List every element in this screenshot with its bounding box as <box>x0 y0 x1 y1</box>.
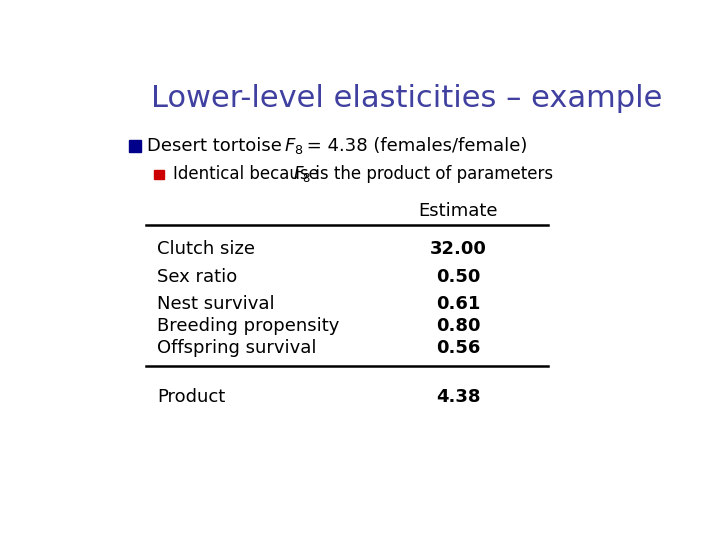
Text: Identical because: Identical because <box>173 165 324 183</box>
Text: Desert tortoise: Desert tortoise <box>147 137 287 155</box>
Text: $F_8$: $F_8$ <box>292 164 310 184</box>
Text: 32.00: 32.00 <box>430 240 487 258</box>
Text: Clutch size: Clutch size <box>157 240 255 258</box>
Text: Estimate: Estimate <box>418 202 498 220</box>
Bar <box>129 140 141 152</box>
Text: 0.80: 0.80 <box>436 317 480 335</box>
Text: Breeding propensity: Breeding propensity <box>157 317 339 335</box>
Text: Product: Product <box>157 388 225 407</box>
Text: Nest survival: Nest survival <box>157 295 274 313</box>
Text: 0.61: 0.61 <box>436 295 480 313</box>
Text: 4.38: 4.38 <box>436 388 480 407</box>
Text: 0.56: 0.56 <box>436 339 480 357</box>
Text: = 4.38 (females/female): = 4.38 (females/female) <box>301 137 527 155</box>
Text: Sex ratio: Sex ratio <box>157 268 237 286</box>
Text: is the product of parameters: is the product of parameters <box>310 165 553 183</box>
Text: Offspring survival: Offspring survival <box>157 339 317 357</box>
Text: 0.50: 0.50 <box>436 268 480 286</box>
Bar <box>154 170 164 179</box>
Text: $F_8$: $F_8$ <box>284 136 303 156</box>
Text: Lower-level elasticities – example: Lower-level elasticities – example <box>151 84 662 112</box>
